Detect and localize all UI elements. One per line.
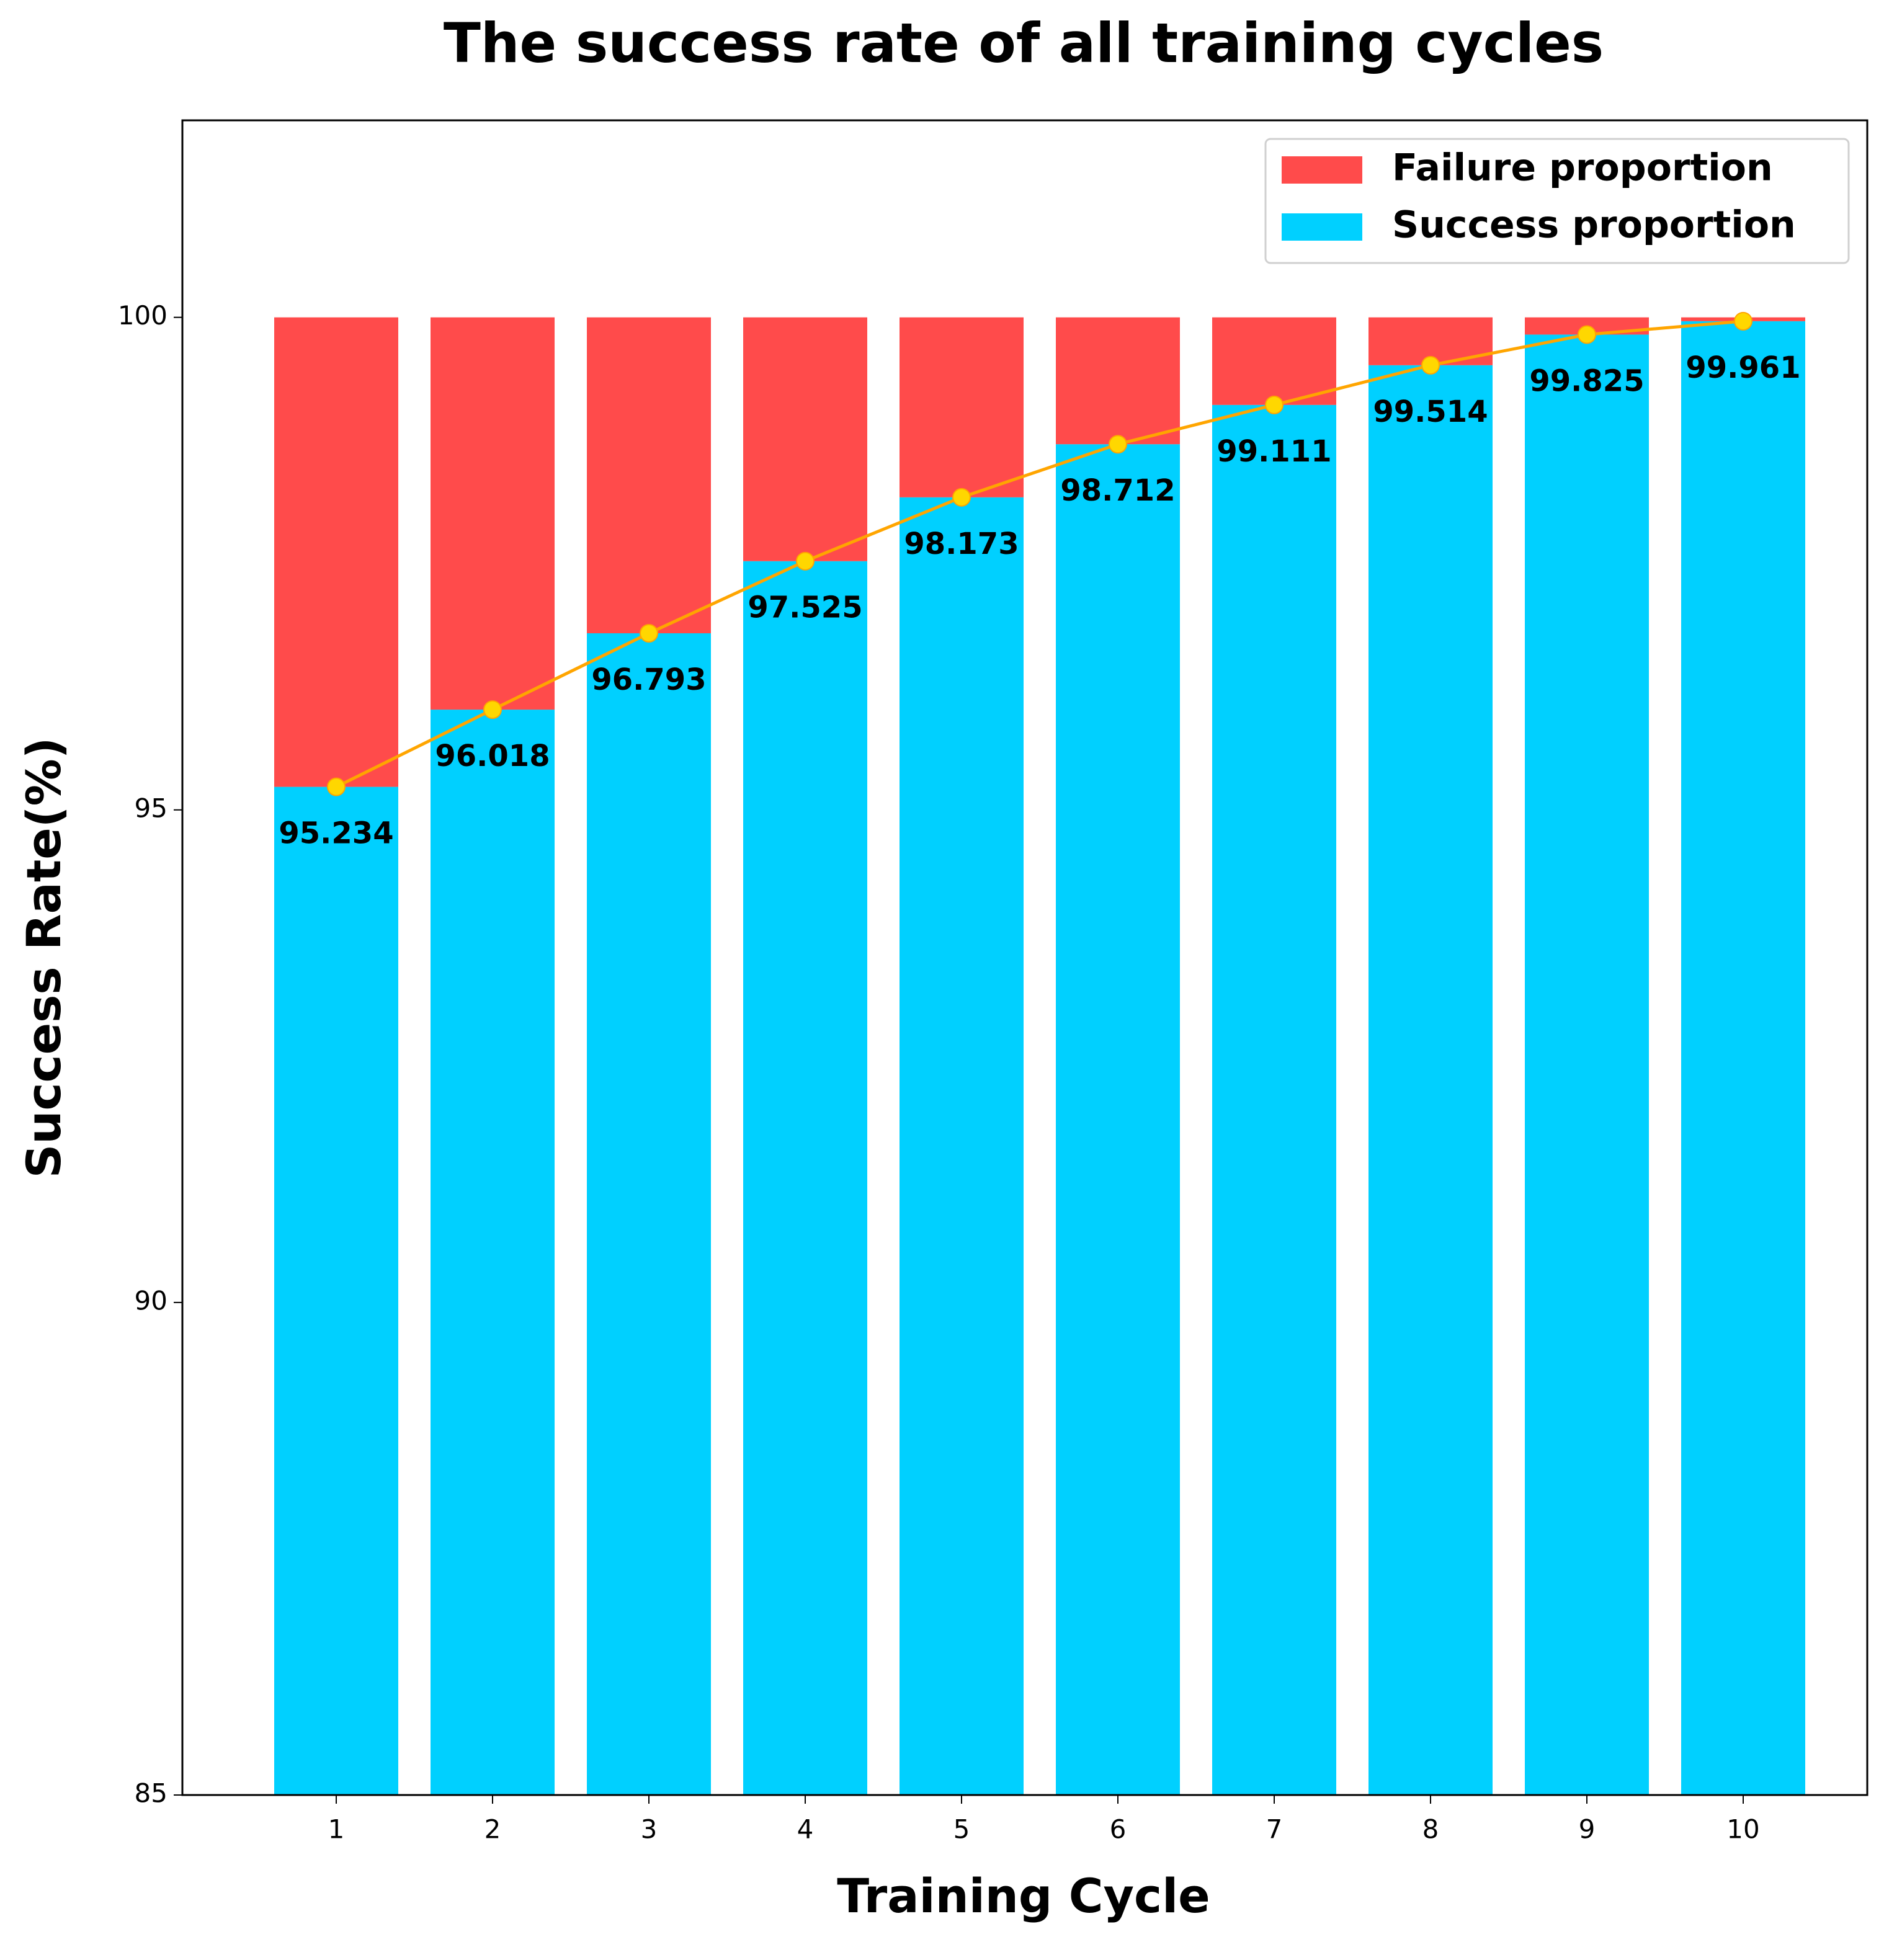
bar-segment	[1212, 317, 1336, 405]
bar-segment	[274, 786, 398, 1795]
line-marker	[796, 551, 815, 571]
bar-segment	[431, 710, 555, 1795]
line-marker	[1265, 395, 1284, 414]
value-label: 98.712	[1060, 473, 1175, 508]
bar-segment	[431, 317, 555, 710]
value-label: 95.234	[279, 816, 393, 851]
line-marker	[952, 488, 971, 507]
y-axis-label: Success Rate(%)	[16, 737, 71, 1178]
y-tick-label: 95	[135, 793, 167, 823]
value-label: 98.173	[904, 527, 1019, 561]
bar-segment	[274, 317, 398, 787]
x-tick-label: 4	[797, 1814, 814, 1845]
legend-swatch	[1282, 156, 1362, 184]
y-tick-label: 85	[135, 1778, 167, 1809]
legend-box	[1264, 138, 1850, 264]
x-axis-label: Training Cycle	[837, 1868, 1210, 1923]
bar-segment	[900, 317, 1024, 497]
value-label: 97.525	[748, 590, 862, 625]
x-tick-label: 5	[953, 1814, 970, 1845]
y-tick-label: 100	[118, 300, 167, 331]
line-marker	[1734, 311, 1752, 331]
legend-swatch	[1282, 213, 1362, 241]
line-marker	[327, 777, 346, 796]
x-tick-label: 9	[1579, 1814, 1596, 1845]
value-label: 99.825	[1529, 363, 1644, 398]
bar-segment	[587, 633, 711, 1795]
success-line	[335, 319, 1744, 788]
bar-segment	[1525, 334, 1649, 1795]
value-label: 96.793	[591, 662, 706, 697]
x-tick-label: 2	[484, 1814, 501, 1845]
line-marker	[640, 623, 658, 643]
bar-segment	[900, 497, 1024, 1795]
bar-segment	[743, 561, 867, 1795]
bar-segment	[1056, 317, 1180, 445]
bar-segment	[1368, 365, 1493, 1796]
legend-label: Success proportion	[1392, 203, 1796, 247]
line-marker	[1109, 435, 1127, 454]
value-label: 99.961	[1685, 350, 1800, 385]
value-label: 99.514	[1373, 394, 1488, 429]
bar-segment	[743, 317, 867, 561]
bar-segment	[587, 317, 711, 633]
line-marker	[1578, 325, 1596, 344]
line-marker	[483, 700, 502, 719]
bar-segment	[1212, 404, 1336, 1795]
plot-frame	[181, 119, 1869, 1796]
bar-segment	[1681, 321, 1805, 1795]
value-label: 96.018	[435, 739, 550, 773]
line-marker	[1421, 355, 1440, 375]
y-tick-label: 90	[135, 1285, 167, 1316]
x-tick-label: 3	[641, 1814, 658, 1845]
legend-label: Failure proportion	[1392, 146, 1773, 190]
x-tick-label: 8	[1422, 1814, 1439, 1845]
x-tick-label: 1	[328, 1814, 345, 1845]
value-label: 99.111	[1217, 434, 1331, 469]
x-tick-label: 6	[1110, 1814, 1127, 1845]
x-tick-label: 7	[1266, 1814, 1283, 1845]
chart-title: The success rate of all training cycles	[444, 11, 1604, 75]
x-tick-label: 10	[1726, 1814, 1759, 1845]
bar-segment	[1056, 444, 1180, 1795]
